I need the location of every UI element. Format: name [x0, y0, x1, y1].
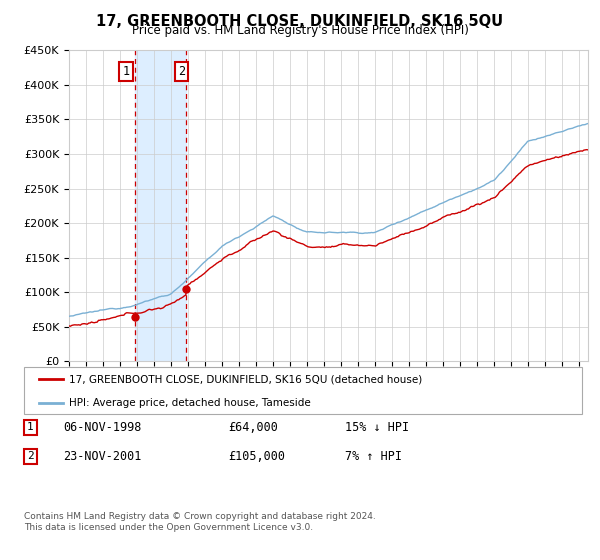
Text: 15% ↓ HPI: 15% ↓ HPI: [345, 421, 409, 434]
Text: Contains HM Land Registry data © Crown copyright and database right 2024.
This d: Contains HM Land Registry data © Crown c…: [24, 512, 376, 532]
Text: 06-NOV-1998: 06-NOV-1998: [63, 421, 142, 434]
Text: 7% ↑ HPI: 7% ↑ HPI: [345, 450, 402, 463]
Text: 1: 1: [122, 64, 130, 78]
Bar: [134, 50, 187, 361]
Text: 1: 1: [27, 422, 34, 432]
Text: 2: 2: [178, 64, 185, 78]
Text: 17, GREENBOOTH CLOSE, DUKINFIELD, SK16 5QU: 17, GREENBOOTH CLOSE, DUKINFIELD, SK16 5…: [97, 14, 503, 29]
Text: Price paid vs. HM Land Registry's House Price Index (HPI): Price paid vs. HM Land Registry's House …: [131, 24, 469, 37]
Text: £64,000: £64,000: [228, 421, 278, 434]
Text: HPI: Average price, detached house, Tameside: HPI: Average price, detached house, Tame…: [69, 398, 311, 408]
Text: 17, GREENBOOTH CLOSE, DUKINFIELD, SK16 5QU (detached house): 17, GREENBOOTH CLOSE, DUKINFIELD, SK16 5…: [69, 374, 422, 384]
Text: 23-NOV-2001: 23-NOV-2001: [63, 450, 142, 463]
Text: 2: 2: [27, 451, 34, 461]
Text: £105,000: £105,000: [228, 450, 285, 463]
